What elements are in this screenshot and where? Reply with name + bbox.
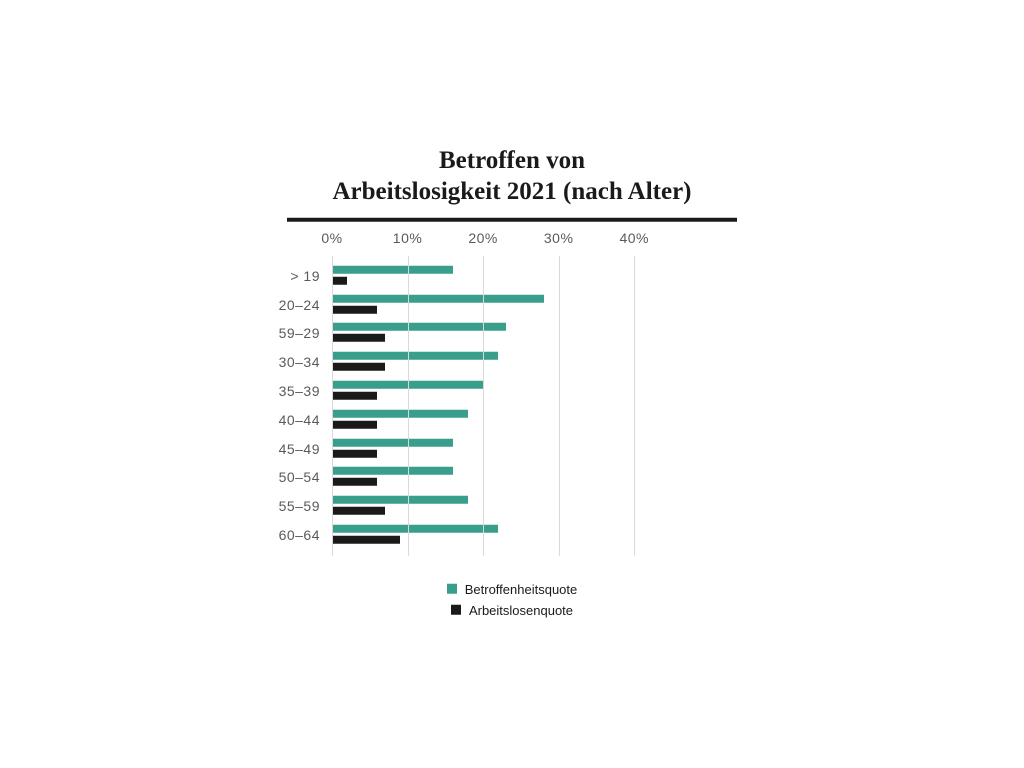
bar-series-0 [332,496,468,504]
gridline [634,255,635,555]
bar-series-1 [332,421,377,429]
plot-area: > 19 20–24 59–29 30–34 35–39 40–44 45–49 50–54 5… [332,255,672,555]
title-line-2: Arbeitslosigkeit 2021 (nach Alter) [333,178,692,205]
x-tick-label: 10% [393,229,423,245]
bar-series-0 [332,410,468,418]
bar-row: 35–39 [332,380,672,402]
y-axis-label: 50–54 [279,469,332,485]
y-axis-label: 40–44 [279,412,332,428]
y-axis-label: 60–64 [279,527,332,543]
bar-series-1 [332,277,347,285]
bar-series-0 [332,467,453,475]
chart-title: Betroffen von Arbeitslosigkeit 2021 (nac… [242,145,782,208]
bar-row: 45–49 [332,437,672,459]
bar-series-0 [332,525,498,533]
bar-series-1 [332,478,377,486]
bar-series-1 [332,392,377,400]
bar-series-0 [332,438,453,446]
x-tick-label: 20% [468,229,498,245]
bar-series-0 [332,266,453,274]
x-tick-label: 40% [619,229,649,245]
bar-series-1 [332,305,377,313]
bar-row: 60–64 [332,524,672,546]
bar-series-1 [332,449,377,457]
y-axis-label: > 19 [290,268,332,284]
bar-series-1 [332,363,385,371]
legend-item-0: Betroffenheitsquote [242,581,782,596]
y-axis-label: 30–34 [279,354,332,370]
bar-series-1 [332,507,385,515]
y-axis-label: 59–29 [279,325,332,341]
bar-row: 40–44 [332,409,672,431]
title-rule [287,217,737,221]
x-tick-label: 30% [544,229,574,245]
y-axis-label: 45–49 [279,440,332,456]
legend: Betroffenheitsquote Arbeitslosenquote [242,581,782,617]
bar-series-1 [332,536,400,544]
gridline [559,255,560,555]
bar-row: 30–34 [332,351,672,373]
x-tick-label: 0% [321,229,342,245]
gridline [483,255,484,555]
bar-series-0 [332,352,498,360]
bar-series-0 [332,294,544,302]
y-axis-label: 20–24 [279,296,332,312]
bar-series-0 [332,323,506,331]
legend-item-1: Arbeitslosenquote [242,602,782,617]
title-line-1: Betroffen von [439,147,585,174]
bar-row: > 19 [332,265,672,287]
gridline [332,255,333,555]
bar-row: 50–54 [332,466,672,488]
bar-row: 59–29 [332,322,672,344]
legend-swatch-1 [451,605,461,615]
bar-rows: > 19 20–24 59–29 30–34 35–39 40–44 45–49 50–54 5… [332,255,672,555]
y-axis-label: 55–59 [279,498,332,514]
legend-label-1: Arbeitslosenquote [469,602,573,617]
gridline [408,255,409,555]
chart-container: Betroffen von Arbeitslosigkeit 2021 (nac… [242,145,782,624]
legend-swatch-0 [447,584,457,594]
bar-series-1 [332,334,385,342]
legend-label-0: Betroffenheitsquote [465,581,578,596]
bar-row: 20–24 [332,293,672,315]
y-axis-label: 35–39 [279,383,332,399]
bar-row: 55–59 [332,495,672,517]
